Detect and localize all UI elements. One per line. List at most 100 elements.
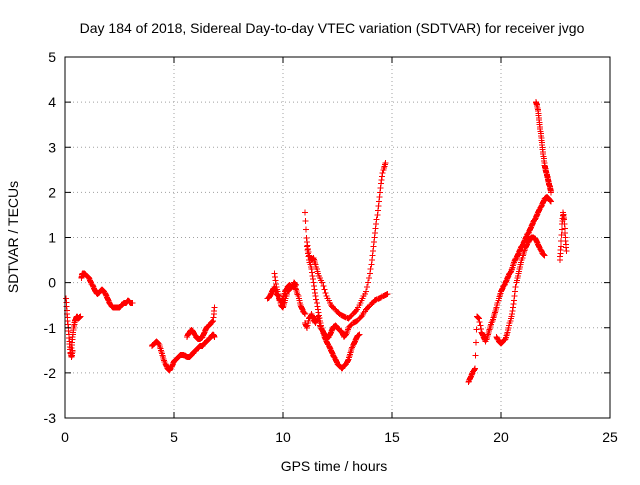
data-point [511, 297, 518, 304]
data-point [379, 173, 386, 180]
data-point [512, 288, 519, 295]
data-point [209, 319, 216, 326]
data-point [378, 176, 385, 183]
data-point [378, 180, 385, 187]
data-point [367, 270, 374, 277]
data-point [314, 306, 321, 313]
data-point [540, 251, 547, 258]
data-point [129, 299, 136, 306]
data-point [370, 243, 377, 250]
y-tick-label: 5 [48, 49, 56, 65]
data-point [211, 304, 218, 311]
series-arc-1b [68, 313, 84, 352]
data-point [356, 331, 363, 338]
data-point [377, 189, 384, 196]
series-arc-2 [78, 270, 136, 311]
data-point [383, 291, 390, 298]
data-point [313, 299, 320, 306]
data-point [476, 319, 483, 326]
data-point [374, 211, 381, 218]
data-point [366, 275, 373, 282]
data-point [541, 252, 548, 259]
data-point [509, 307, 516, 314]
data-point [512, 284, 519, 291]
data-point [373, 220, 380, 227]
data-point [308, 266, 315, 273]
data-point [310, 279, 317, 286]
data-point [558, 226, 565, 233]
data-point [293, 281, 300, 288]
data-point [367, 266, 374, 273]
data-point [548, 189, 555, 196]
data-point [368, 257, 375, 264]
data-point [508, 311, 515, 318]
data-point [371, 234, 378, 241]
series-arc-5c [303, 160, 389, 322]
data-point [272, 280, 279, 287]
data-point [472, 352, 479, 359]
y-tick-label: -2 [44, 365, 57, 381]
data-point [375, 198, 382, 205]
x-tick-label: 15 [384, 429, 400, 445]
data-point [312, 289, 319, 296]
data-point [475, 315, 482, 322]
data-point [362, 288, 369, 295]
data-point [384, 290, 391, 297]
data-point [291, 280, 298, 287]
data-point [558, 232, 565, 239]
data-point [371, 239, 378, 246]
data-point [309, 272, 316, 279]
data-point [312, 293, 319, 300]
data-point [373, 216, 380, 223]
data-point [372, 225, 379, 232]
data-point [508, 267, 515, 274]
data-point [319, 279, 326, 286]
x-tick-label: 25 [602, 429, 618, 445]
series-arc-6d [556, 209, 570, 264]
data-point [475, 314, 482, 321]
data-point [302, 226, 309, 233]
data-point [344, 357, 351, 364]
y-tick-label: 2 [48, 184, 56, 200]
series-arc-4b [271, 270, 300, 311]
data-point [563, 248, 570, 255]
data-point [304, 242, 311, 249]
data-point [314, 303, 321, 310]
data-point [301, 311, 308, 318]
series-arc-5b [301, 290, 391, 343]
data-point [511, 293, 518, 300]
y-tick-label: -3 [44, 410, 57, 426]
data-point [547, 197, 554, 204]
data-point [313, 296, 320, 303]
data-point [311, 283, 318, 290]
data-point [365, 279, 372, 286]
data-point [472, 339, 479, 346]
data-point [321, 286, 328, 293]
data-point [305, 245, 312, 252]
data-point [471, 366, 478, 373]
data-point [557, 243, 564, 250]
data-point [322, 289, 329, 296]
series-arc-6b [493, 234, 548, 347]
data-point [211, 333, 218, 340]
chart-title: Day 184 of 2018, Sidereal Day-to-day VTE… [80, 20, 585, 36]
data-point [477, 322, 484, 329]
data-point [292, 281, 299, 288]
data-point [308, 269, 315, 276]
y-tick-label: 3 [48, 139, 56, 155]
series-arc-5a [301, 209, 363, 372]
data-point [353, 307, 360, 314]
data-point [271, 273, 278, 280]
data-point [271, 270, 278, 277]
data-point [301, 209, 308, 216]
data-point [509, 304, 516, 311]
data-point [368, 261, 375, 268]
data-point [301, 310, 308, 317]
data-point [374, 207, 381, 214]
y-tick-label: -1 [44, 320, 57, 336]
series-arc-3a [149, 331, 218, 374]
data-point [315, 309, 322, 316]
data-point [471, 365, 478, 372]
axes: 0 5 10 15 20 25 -3 -2 -1 0 1 2 3 4 5 [44, 49, 618, 445]
